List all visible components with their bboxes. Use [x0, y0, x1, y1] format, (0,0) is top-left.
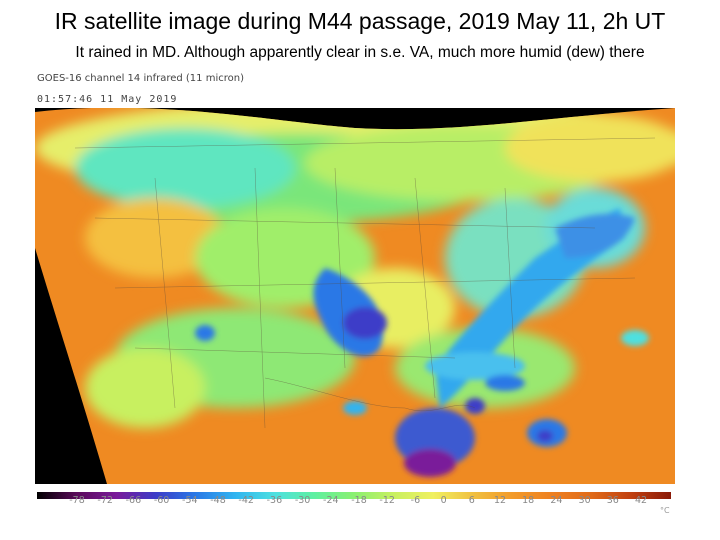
- temperature-colorbar: [37, 486, 671, 499]
- slide-subtitle: It rained in MD. Although apparently cle…: [75, 44, 645, 61]
- colorbar-tick-label: -30: [294, 495, 311, 506]
- colorbar-tick-label: -60: [153, 495, 170, 506]
- colorbar-tick-label: -78: [69, 495, 85, 506]
- colorbar-tick-label: -48: [210, 495, 226, 506]
- colorbar-tick-label: 36: [606, 495, 619, 506]
- colorbar-tick-label: -54: [182, 495, 198, 506]
- colorbar-tick-label: 0: [440, 495, 447, 506]
- colorbar-tick-label: 42: [634, 495, 648, 506]
- colorbar-tick-label: 12: [493, 495, 507, 506]
- colorbar-tick-label: -24: [323, 495, 339, 506]
- slide-title: IR satellite image during M44 passage, 2…: [54, 8, 666, 34]
- colorbar-tick-label: -72: [97, 495, 113, 506]
- colorbar-tick-label: -66: [125, 495, 142, 506]
- colorbar-tick-label: 24: [550, 495, 563, 506]
- colorbar-tick-label: -42: [238, 495, 254, 506]
- colorbar-tick-label: -6: [410, 495, 421, 506]
- colorbar-tick-label: -12: [379, 495, 395, 506]
- colorbar-tick-label: 30: [578, 495, 591, 506]
- colorbar-tick-label: 18: [522, 495, 535, 506]
- colorbar-tick-label: 6: [468, 495, 475, 506]
- satellite-timestamp: 01:57:46 11 May 2019: [37, 94, 178, 105]
- colorbar-tick-label: -36: [266, 495, 283, 506]
- colorbar-unit: °C: [660, 506, 670, 515]
- satellite-infrared-image: [35, 108, 675, 484]
- satellite-caption: GOES-16 channel 14 infrared (11 micron): [37, 73, 244, 84]
- colorbar-ticks: -78 -72 -66 -60 -54 -48 -42 -36 -30 -24 -18 -12 -6 0 6…: [37, 495, 671, 509]
- colorbar-tick-label: -18: [351, 495, 367, 506]
